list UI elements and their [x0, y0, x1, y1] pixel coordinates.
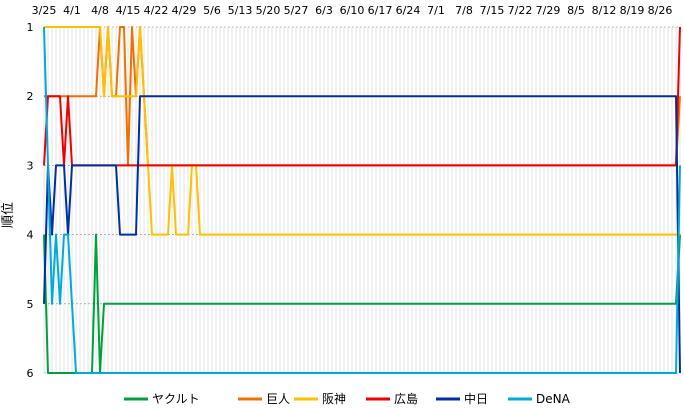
x-tick-label: 3/25 — [32, 4, 57, 17]
x-tick-label: 4/15 — [116, 4, 141, 17]
y-axis-ticks: 1 2 3 4 5 6 — [27, 21, 34, 380]
grid — [43, 26, 681, 374]
series-line-広島 — [43, 26, 681, 167]
series-line-ヤクルト — [43, 233, 681, 374]
x-tick-label: 5/13 — [228, 4, 253, 17]
x-tick-label: 5/27 — [284, 4, 309, 17]
series-lines — [43, 26, 681, 374]
y-tick-label: 1 — [27, 21, 34, 34]
legend-label: 巨人 — [266, 392, 290, 406]
x-tick-label: 4/29 — [172, 4, 197, 17]
y-tick-label: 6 — [27, 367, 34, 380]
x-tick-label: 7/15 — [480, 4, 505, 17]
series-line-阪神 — [44, 26, 680, 236]
x-tick-label: 7/29 — [536, 4, 561, 17]
y-axis-label: 順位 — [1, 202, 16, 228]
x-tick-label: 5/6 — [203, 4, 221, 17]
legend-label: 中日 — [464, 391, 488, 406]
y-tick-label: 4 — [27, 229, 34, 242]
legend-label: DeNA — [536, 392, 571, 406]
x-tick-label: 7/8 — [455, 4, 473, 17]
x-tick-label: 5/20 — [256, 4, 281, 17]
legend-label: ヤクルト — [152, 392, 200, 406]
y-tick-label: 3 — [27, 159, 34, 172]
series-line-DeNA — [43, 26, 681, 374]
x-tick-label: 6/17 — [368, 4, 393, 17]
x-tick-label: 4/1 — [63, 4, 81, 17]
x-tick-label: 8/12 — [592, 4, 617, 17]
x-tick-label: 6/3 — [315, 4, 333, 17]
legend-label: 広島 — [394, 391, 418, 406]
legend: ヤクルト 巨人 阪神 広島 中日 DeNA — [124, 391, 571, 406]
x-tick-label: 6/24 — [396, 4, 421, 17]
x-tick-label: 6/10 — [340, 4, 365, 17]
x-tick-label: 4/8 — [91, 4, 109, 17]
x-tick-label: 8/19 — [620, 4, 645, 17]
x-axis-ticks: 3/25 4/1 4/8 4/15 4/22 4/29 5/6 5/13 5/20 5/27 6/3… — [32, 4, 673, 17]
legend-label: 阪神 — [322, 392, 346, 406]
x-tick-label: 8/5 — [567, 4, 585, 17]
x-tick-label: 7/1 — [427, 4, 445, 17]
x-tick-label: 8/26 — [648, 4, 673, 17]
series-line-中日 — [43, 95, 681, 374]
x-tick-label: 7/22 — [508, 4, 533, 17]
y-tick-label: 5 — [27, 298, 34, 311]
x-tick-label: 4/22 — [144, 4, 169, 17]
y-tick-label: 2 — [27, 90, 34, 103]
